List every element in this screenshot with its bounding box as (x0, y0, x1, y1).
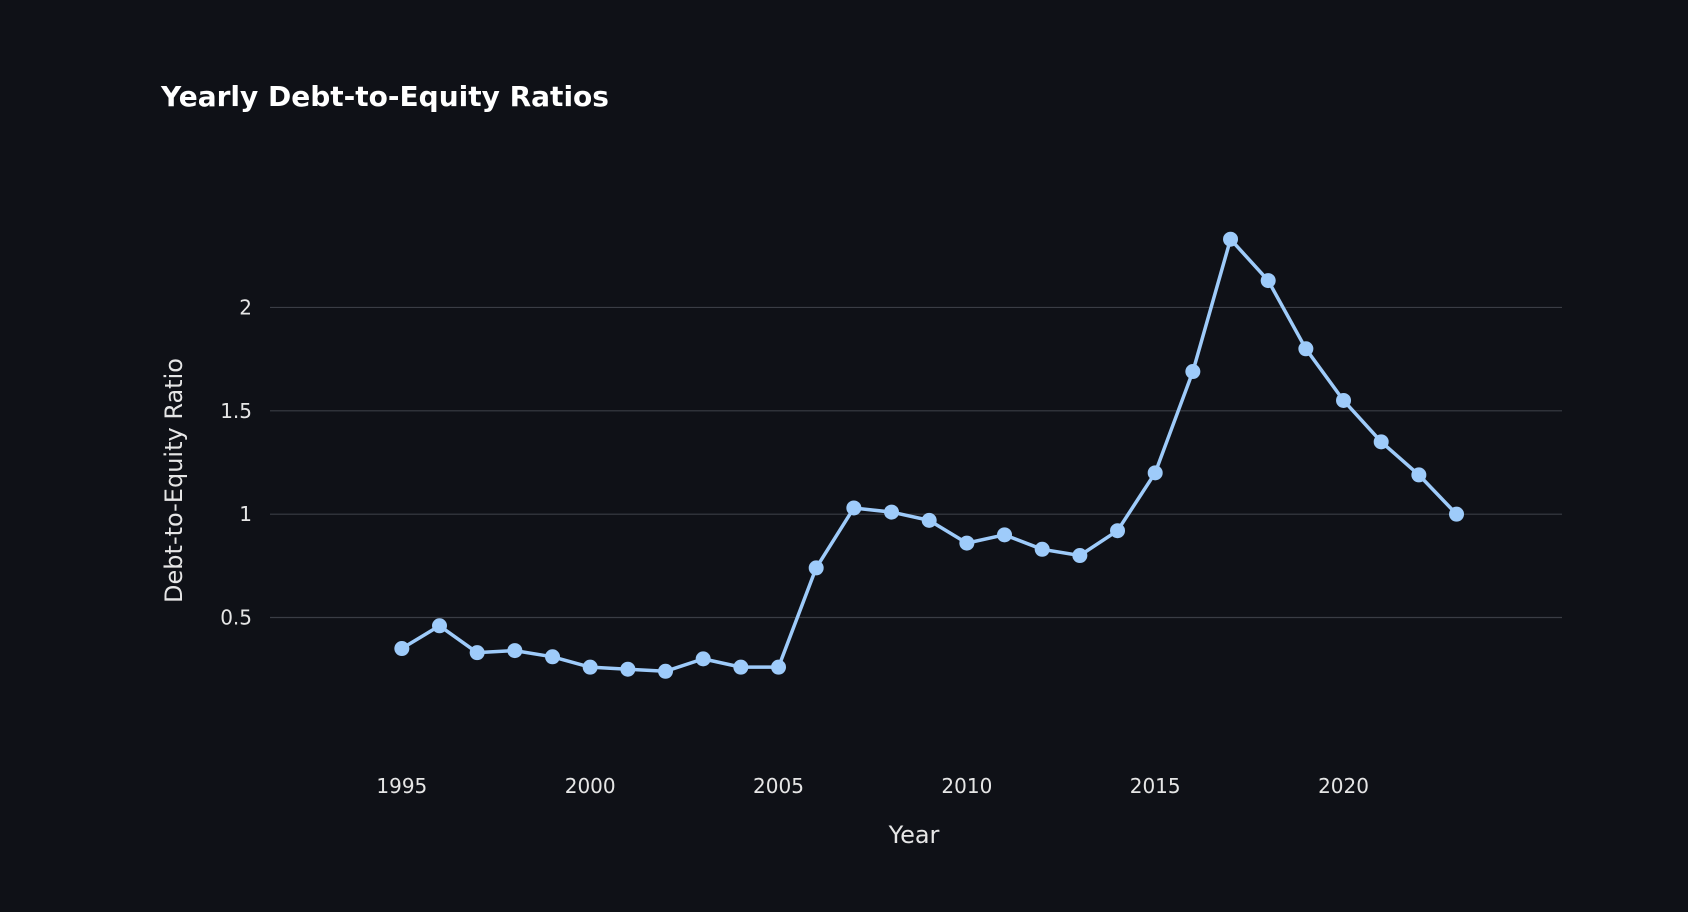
data-point (432, 618, 448, 634)
data-point (658, 663, 674, 679)
y-tick-label: 0.5 (220, 606, 252, 630)
x-tick-label: 2015 (1130, 774, 1181, 798)
data-point (507, 643, 523, 659)
data-point (1449, 506, 1465, 522)
data-point (394, 641, 410, 657)
data-point (1034, 541, 1050, 557)
data-point (1147, 465, 1163, 481)
data-point (469, 645, 485, 661)
y-tick-label: 1 (239, 502, 252, 526)
data-point (620, 661, 636, 677)
data-point (959, 535, 975, 551)
data-point (1411, 467, 1427, 483)
y-tick-label: 2 (239, 295, 252, 319)
x-tick-label: 2020 (1318, 774, 1369, 798)
data-point (846, 500, 862, 516)
data-point (771, 659, 787, 675)
data-point (1223, 231, 1239, 247)
series-layer (394, 231, 1465, 679)
data-point (1298, 341, 1314, 357)
data-point (545, 649, 561, 665)
data-point (997, 527, 1013, 543)
x-tick-label: 2005 (753, 774, 804, 798)
series-line (400, 237, 1459, 674)
x-axis-ticks: 1995 2000 2005 2010 2015 2020 (376, 774, 1369, 798)
y-tick-label: 1.5 (220, 399, 252, 423)
data-point (1373, 434, 1389, 450)
chart-title: Yearly Debt-to-Equity Ratios (161, 80, 609, 113)
data-point (1110, 523, 1126, 539)
data-point (695, 651, 711, 667)
y-axis-title: Debt-to-Equity Ratio (160, 358, 188, 603)
y-axis-ticks: 0.5 1 1.5 2 (220, 295, 252, 629)
data-point (808, 560, 824, 576)
data-point (1072, 548, 1088, 564)
data-point (1185, 364, 1201, 380)
data-point (582, 659, 598, 675)
data-point (1336, 392, 1352, 408)
data-point (1260, 273, 1276, 289)
x-tick-label: 2010 (941, 774, 992, 798)
data-point (733, 659, 749, 675)
x-tick-label: 1995 (376, 774, 427, 798)
gridlines (270, 306, 1562, 619)
x-tick-label: 2000 (565, 774, 616, 798)
data-point (884, 504, 900, 520)
data-point (921, 512, 937, 528)
x-axis-title: Year (888, 821, 940, 849)
